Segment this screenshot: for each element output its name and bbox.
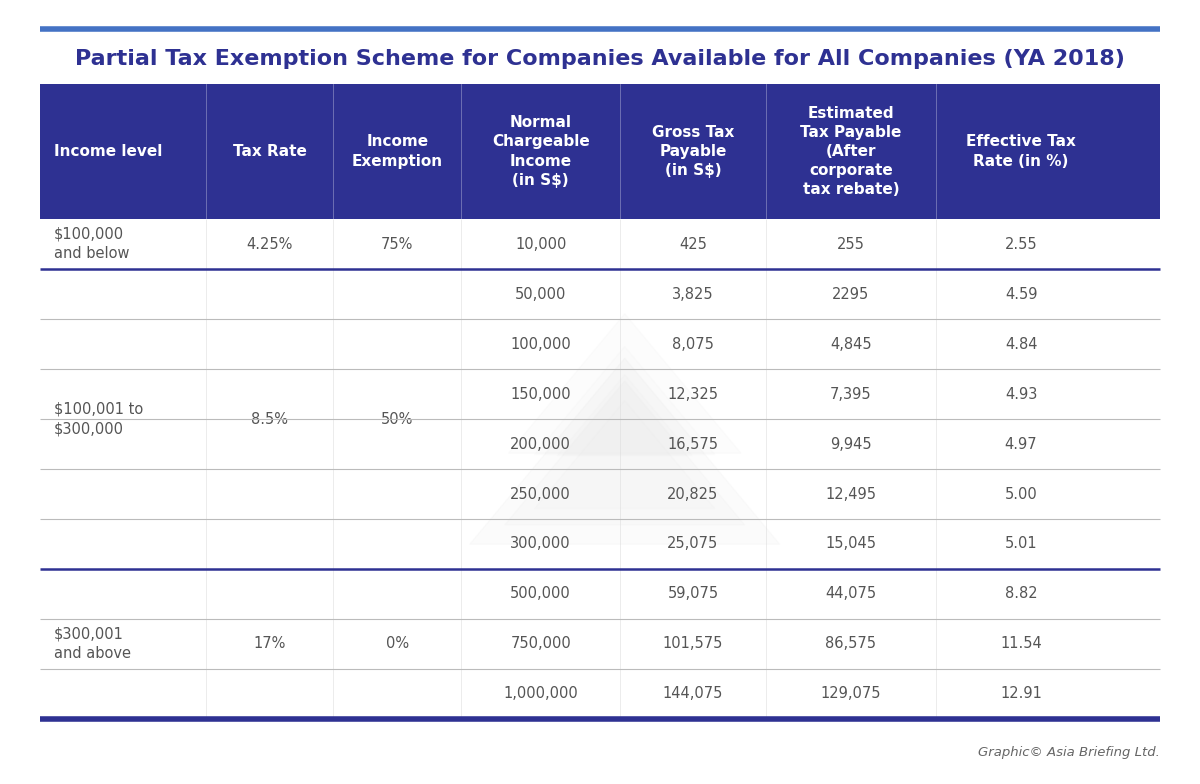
Text: Normal
Chargeable
Income
(in S$): Normal Chargeable Income (in S$) <box>492 115 589 188</box>
Text: 20,825: 20,825 <box>667 487 719 502</box>
Text: 50,000: 50,000 <box>515 286 566 302</box>
Text: 8.5%: 8.5% <box>251 412 288 426</box>
Text: 2.55: 2.55 <box>1004 237 1038 252</box>
Text: 2295: 2295 <box>833 286 870 302</box>
Polygon shape <box>535 401 715 509</box>
Text: 11.54: 11.54 <box>1001 637 1042 652</box>
Text: 4,845: 4,845 <box>830 336 871 351</box>
Bar <box>40 84 1160 219</box>
Text: 4.97: 4.97 <box>1004 437 1038 452</box>
Text: Graphic© Asia Briefing Ltd.: Graphic© Asia Briefing Ltd. <box>978 746 1160 759</box>
Text: 200,000: 200,000 <box>510 437 571 452</box>
Text: 0%: 0% <box>385 637 409 652</box>
Text: 86,575: 86,575 <box>826 637 876 652</box>
Text: 50%: 50% <box>382 412 414 426</box>
Text: 4.93: 4.93 <box>1004 387 1037 401</box>
Text: 150,000: 150,000 <box>510 387 571 401</box>
Text: 101,575: 101,575 <box>662 637 724 652</box>
Text: 5.00: 5.00 <box>1004 487 1038 502</box>
Text: 300,000: 300,000 <box>510 536 571 551</box>
Text: 4.25%: 4.25% <box>246 237 293 252</box>
Text: 8.82: 8.82 <box>1004 586 1038 601</box>
Text: 750,000: 750,000 <box>510 637 571 652</box>
Text: 16,575: 16,575 <box>667 437 719 452</box>
Text: 10,000: 10,000 <box>515 237 566 252</box>
Text: Tax Rate: Tax Rate <box>233 144 306 159</box>
Text: Income level: Income level <box>54 144 162 159</box>
Text: 7,395: 7,395 <box>830 387 871 401</box>
Polygon shape <box>469 358 780 544</box>
Text: Estimated
Tax Payable
(After
corporate
tax rebate): Estimated Tax Payable (After corporate t… <box>800 106 901 198</box>
Text: 17%: 17% <box>253 637 286 652</box>
Polygon shape <box>535 347 715 455</box>
Text: 250,000: 250,000 <box>510 487 571 502</box>
Text: 500,000: 500,000 <box>510 586 571 601</box>
Text: 1,000,000: 1,000,000 <box>503 687 578 702</box>
Text: 425: 425 <box>679 237 707 252</box>
Polygon shape <box>509 314 740 453</box>
Text: 144,075: 144,075 <box>662 687 724 702</box>
Text: 12.91: 12.91 <box>1000 687 1042 702</box>
Text: $100,001 to
$300,000: $100,001 to $300,000 <box>54 401 143 437</box>
Text: 100,000: 100,000 <box>510 336 571 351</box>
Text: 129,075: 129,075 <box>821 687 881 702</box>
Text: 4.84: 4.84 <box>1004 336 1037 351</box>
Text: 75%: 75% <box>382 237 414 252</box>
Polygon shape <box>505 381 745 525</box>
Text: Partial Tax Exemption Scheme for Companies Available for All Companies (YA 2018): Partial Tax Exemption Scheme for Compani… <box>76 49 1124 69</box>
Text: Gross Tax
Payable
(in S$): Gross Tax Payable (in S$) <box>652 125 734 178</box>
Text: 12,495: 12,495 <box>826 487 876 502</box>
Text: 8,075: 8,075 <box>672 336 714 351</box>
Text: $300,001
and above: $300,001 and above <box>54 626 131 662</box>
Text: Effective Tax
Rate (in %): Effective Tax Rate (in %) <box>966 134 1076 169</box>
Text: 9,945: 9,945 <box>830 437 871 452</box>
Text: 5.01: 5.01 <box>1004 536 1038 551</box>
Text: 44,075: 44,075 <box>826 586 876 601</box>
Text: 15,045: 15,045 <box>826 536 876 551</box>
Text: 255: 255 <box>836 237 865 252</box>
Text: 25,075: 25,075 <box>667 536 719 551</box>
Text: 3,825: 3,825 <box>672 286 714 302</box>
Text: 12,325: 12,325 <box>667 387 719 401</box>
Text: Income
Exemption: Income Exemption <box>352 134 443 169</box>
Text: 59,075: 59,075 <box>667 586 719 601</box>
Text: 4.59: 4.59 <box>1004 286 1037 302</box>
Text: $100,000
and below: $100,000 and below <box>54 227 130 261</box>
